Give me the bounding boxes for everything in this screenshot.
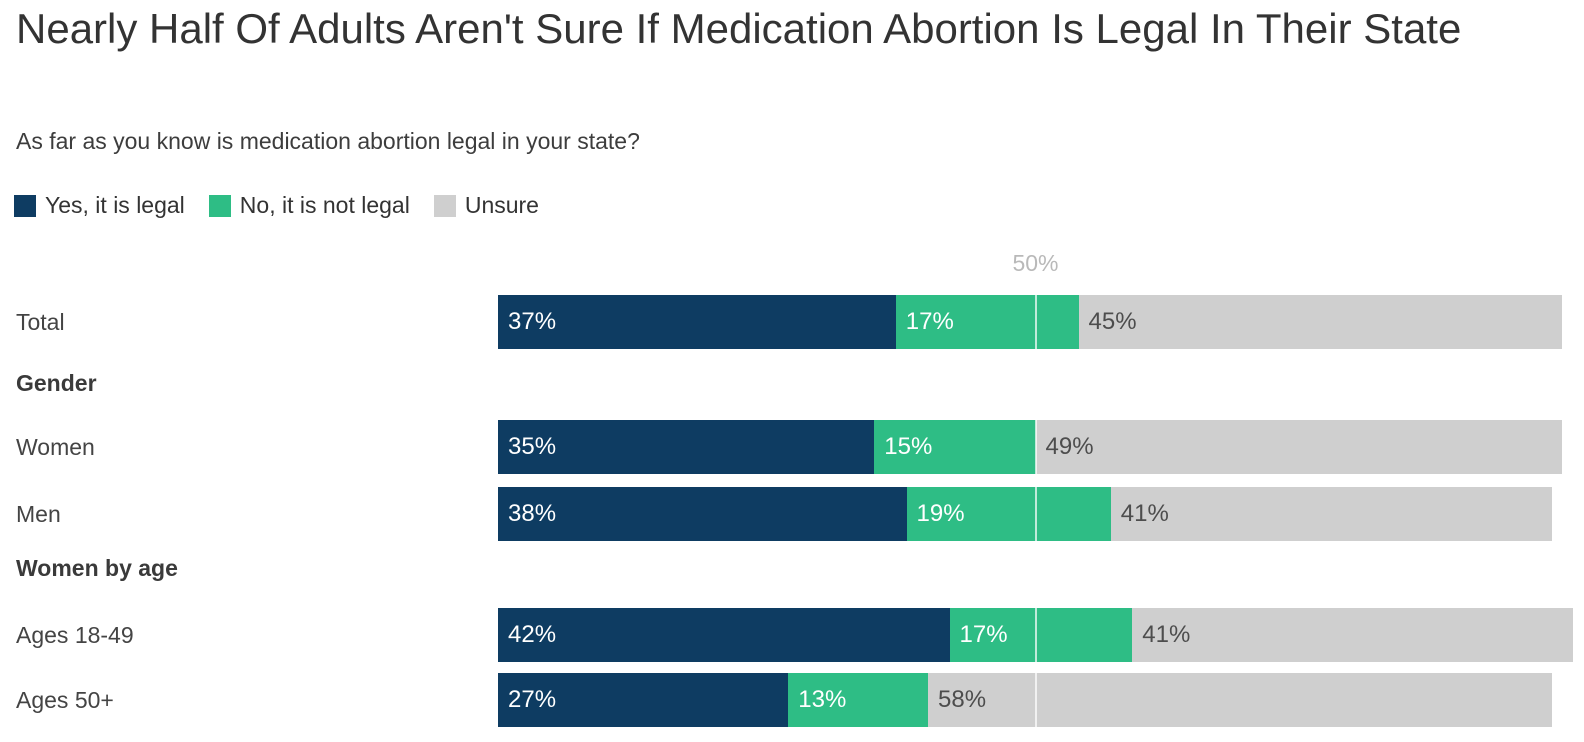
legend-swatch-unsure-icon [433,194,456,217]
row-label: Ages 18-49 [16,621,134,648]
bar-segment-yes: 35% [498,420,875,474]
chart-subtitle: As far as you know is medication abortio… [16,128,640,154]
legend-label: Yes, it is legal [45,192,185,218]
legend-label: Unsure [464,192,539,218]
bar-value-label: 49% [1045,433,1094,460]
chart-row-men: Men 38% 19% 41% [0,487,1584,541]
gridline-50 [1034,292,1037,728]
bar-value-label: 37% [508,308,557,335]
stacked-bar: 38% 19% 41% [498,487,1552,541]
legend-swatch-yes-icon [14,194,36,217]
bar-segment-no: 19% [906,487,1111,541]
bar-segment-yes: 27% [498,673,789,727]
group-header-women-by-age: Women by age [16,555,178,581]
legend-item-unsure: Unsure [433,192,539,219]
bar-value-label: 35% [508,433,557,460]
axis-tick-label-50: 50% [1012,250,1059,276]
chart-title: Nearly Half Of Adults Aren't Sure If Med… [16,5,1462,52]
bar-segment-unsure: 58% [928,673,1552,727]
bar-value-label: 17% [905,308,954,335]
bar-segment-unsure: 45% [1078,295,1563,349]
group-header-gender: Gender [16,370,97,396]
legend-swatch-no-icon [208,194,231,217]
bar-segment-yes: 37% [498,295,896,349]
chart-row-total: Total 37% 17% 45% [0,295,1584,349]
chart-row-ages-50: Ages 50+ 27% 13% 58% [0,673,1584,727]
stacked-bar: 35% 15% 49% [498,420,1563,474]
bar-value-label: 41% [1120,500,1169,527]
bar-segment-no: 17% [895,295,1079,349]
row-label: Women [16,433,95,460]
stacked-bar: 27% 13% 58% [498,673,1552,727]
bar-segment-yes: 42% [498,608,950,662]
bar-segment-no: 17% [949,608,1133,662]
legend-item-yes-it-is-legal: Yes, it is legal [14,192,185,219]
bar-value-label: 15% [884,433,933,460]
legend-label: No, it is not legal [239,192,410,218]
bar-segment-unsure: 41% [1110,487,1552,541]
bar-segment-no: 15% [874,420,1036,474]
chart-row-ages-18-49: Ages 18-49 42% 17% 41% [0,608,1584,662]
legend-item-no-it-is-not-legal: No, it is not legal [208,192,410,219]
bar-value-label: 17% [959,621,1008,648]
bar-value-label: 38% [508,500,557,527]
bar-segment-unsure: 49% [1035,420,1563,474]
bar-value-label: 45% [1088,308,1137,335]
stacked-bar: 37% 17% 45% [498,295,1563,349]
bar-value-label: 19% [916,500,965,527]
stacked-bar: 42% 17% 41% [498,608,1573,662]
legend: Yes, it is legal No, it is not legal Unsur… [14,192,539,219]
bar-segment-unsure: 41% [1132,608,1573,662]
bar-segment-yes: 38% [498,487,907,541]
bar-value-label: 58% [938,686,987,713]
row-label: Ages 50+ [16,686,114,713]
bar-value-label: 42% [508,621,557,648]
bar-value-label: 27% [508,686,557,713]
bar-value-label: 13% [798,686,847,713]
chart-row-women: Women 35% 15% 49% [0,420,1584,474]
row-label: Total [16,308,65,335]
row-label: Men [16,500,61,527]
bar-value-label: 41% [1142,621,1191,648]
bar-segment-no: 13% [788,673,928,727]
